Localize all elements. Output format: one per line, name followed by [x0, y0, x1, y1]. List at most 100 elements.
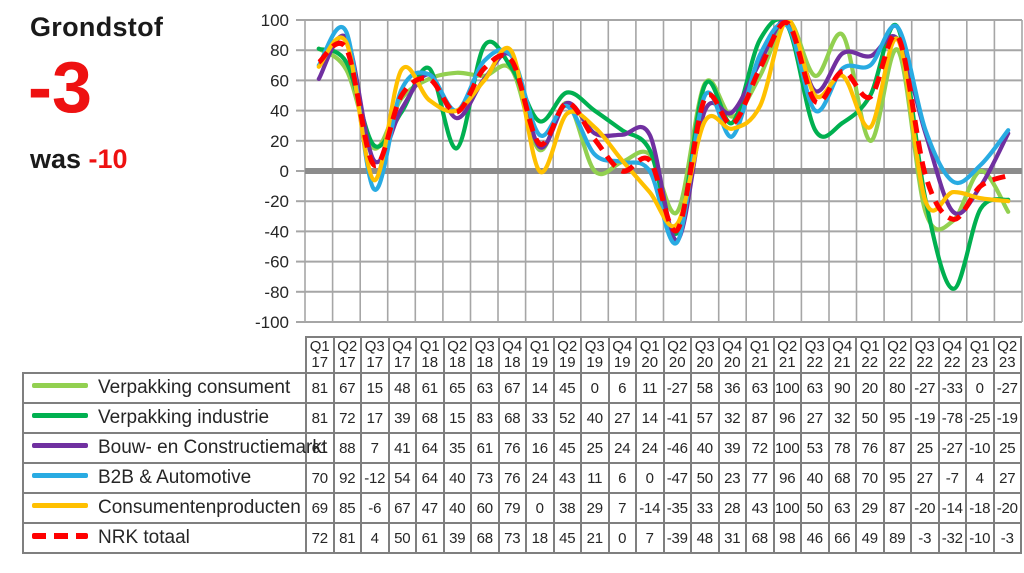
table-corner-spacer	[23, 337, 306, 373]
value-cell: 46	[800, 522, 830, 554]
column-header-q2-17: Q2 17	[332, 336, 362, 374]
value-cell: -27	[937, 432, 967, 464]
value-cell: -19	[992, 402, 1022, 434]
value-cell: 67	[332, 372, 362, 404]
column-header-q3-17: Q3 17	[360, 336, 390, 374]
value-cell: 43	[552, 462, 582, 494]
series-row-verpakking-industrie: Verpakking industrie 81 72 17 39 68 15 83 68 33 52…	[22, 402, 1022, 434]
value-cell: -7	[937, 462, 967, 494]
column-header-q3-20: Q3 20	[690, 336, 720, 374]
value-cell: 38	[552, 492, 582, 524]
value-cell: 45	[552, 522, 582, 554]
value-cell: 90	[827, 372, 857, 404]
y-axis-label: 20	[270, 132, 289, 151]
value-cell: 89	[882, 522, 912, 554]
value-cell: 7	[607, 492, 637, 524]
value-cell: 35	[442, 432, 472, 464]
value-cell: 11	[635, 372, 665, 404]
value-cell: -10	[965, 432, 995, 464]
value-cell: 79	[497, 492, 527, 524]
value-cell: 25	[910, 432, 940, 464]
value-cell: 48	[690, 522, 720, 554]
series-row-verpakking-consument: Verpakking consument 81 67 15 48 61 65 63 67 14 45…	[22, 372, 1022, 404]
column-header-q1-20: Q1 20	[635, 336, 665, 374]
page-title: Grondstof	[30, 12, 164, 42]
value-cell: -32	[937, 522, 967, 554]
value-cell: 4	[360, 522, 390, 554]
legend-line-icon	[32, 473, 88, 479]
was-label: was	[30, 144, 89, 174]
value-cell: 31	[717, 522, 747, 554]
value-cell: 48	[387, 372, 417, 404]
value-cell: 4	[965, 462, 995, 494]
value-cell: 24	[607, 432, 637, 464]
value-cell: 41	[387, 432, 417, 464]
value-cell: 29	[855, 492, 885, 524]
column-header-q2-21: Q2 21	[772, 336, 802, 374]
value-cell: 27	[910, 462, 940, 494]
value-cell: -46	[662, 432, 692, 464]
legend-label: B2B & Automotive	[98, 467, 252, 488]
value-cell: 70	[305, 462, 335, 494]
legend-line-icon	[32, 443, 88, 449]
value-cell: 60	[470, 492, 500, 524]
value-cell: 76	[497, 462, 527, 494]
legend-line-icon	[32, 503, 88, 509]
y-axis-label: 60	[270, 71, 289, 90]
value-cell: -41	[662, 402, 692, 434]
value-cell: -20	[910, 492, 940, 524]
value-cell: 68	[470, 522, 500, 554]
legend-label: NRK totaal	[98, 527, 190, 548]
value-cell: 29	[580, 492, 610, 524]
value-cell: 68	[415, 402, 445, 434]
value-cell: 67	[387, 492, 417, 524]
value-cell: 24	[635, 432, 665, 464]
legend-label: Consumentenproducten	[98, 497, 301, 518]
value-cell: 63	[800, 372, 830, 404]
value-cell: 98	[772, 522, 802, 554]
value-cell: 32	[827, 402, 857, 434]
value-cell: -6	[360, 492, 390, 524]
value-cell: 49	[855, 522, 885, 554]
value-cell: 16	[525, 432, 555, 464]
value-cell: 100	[772, 492, 802, 524]
column-header-q1-23: Q1 23	[965, 336, 995, 374]
value-cell: 40	[442, 492, 472, 524]
value-cell: 96	[772, 402, 802, 434]
column-header-q3-22: Q3 22	[800, 336, 830, 374]
value-cell: 47	[415, 492, 445, 524]
value-cell: -18	[965, 492, 995, 524]
value-cell: 85	[332, 492, 362, 524]
value-cell: -3	[992, 522, 1022, 554]
column-header-q1-21: Q1 21	[745, 336, 775, 374]
column-header-q2-18: Q2 18	[442, 336, 472, 374]
value-cell: 0	[607, 522, 637, 554]
value-cell: -78	[937, 402, 967, 434]
column-header-q4-18: Q4 18	[497, 336, 527, 374]
column-header-q2-20: Q2 20	[662, 336, 692, 374]
series-row-b2b-automotive: B2B & Automotive 70 92 -12 54 64 40 73 76 24 43 11 6…	[22, 462, 1022, 494]
value-cell: 39	[442, 522, 472, 554]
value-cell: 66	[827, 522, 857, 554]
value-cell: 33	[525, 402, 555, 434]
series-line-consumentenproducten	[316, 20, 1011, 229]
value-cell: -10	[965, 522, 995, 554]
value-cell: -35	[662, 492, 692, 524]
column-header-q4-21: Q4 21	[827, 336, 857, 374]
legend-line-icon	[32, 383, 88, 389]
value-cell: 63	[470, 372, 500, 404]
previous-value-line: was -10	[30, 144, 128, 175]
value-cell: 40	[580, 402, 610, 434]
value-cell: -39	[662, 522, 692, 554]
value-cell: 96	[772, 462, 802, 494]
value-cell: 64	[415, 462, 445, 494]
value-cell: 73	[470, 462, 500, 494]
y-axis-label: -60	[264, 253, 289, 272]
column-header-q3-22: Q3 22	[910, 336, 940, 374]
value-cell: 67	[497, 372, 527, 404]
value-cell: 33	[690, 492, 720, 524]
value-cell: 17	[360, 402, 390, 434]
value-cell: 28	[717, 492, 747, 524]
value-cell: 87	[882, 432, 912, 464]
value-cell: 27	[992, 462, 1022, 494]
